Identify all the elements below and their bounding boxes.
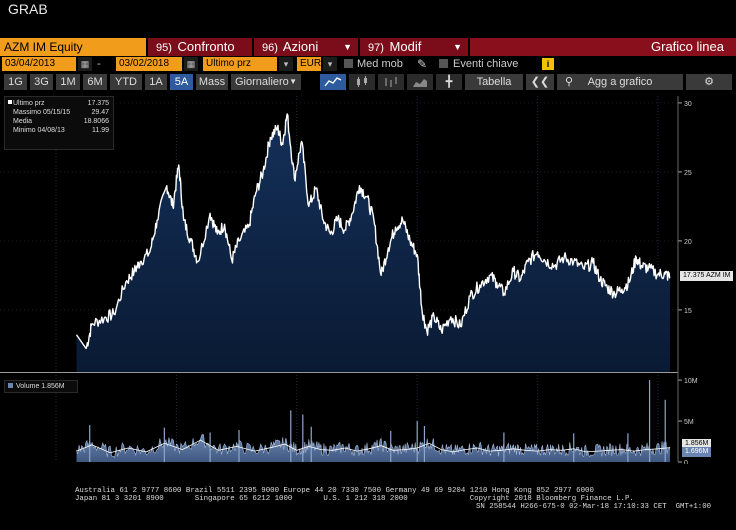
period-button[interactable]: 1M [56,74,80,90]
actions-number: 96) [262,42,278,54]
modify-number: 97) [368,42,384,54]
legend-value: 17.375 [87,100,109,107]
price-tick-label: 25 [684,170,692,177]
footer-line: Australia 61 2 9777 8600 Brazil 5511 239… [75,487,594,495]
chart-type-label: Grafico linea [470,38,736,56]
volume-tick-label: 0 [684,460,688,464]
price-tick-label: 15 [684,308,692,315]
calendar-icon[interactable]: ▦ [184,57,198,71]
price-tick-label: 30 [684,101,692,108]
footer-line: SN 258544 H266-675-0 02-Mar-18 17:10:33 … [476,503,712,511]
axes: 3025201510M5M0201320142015201620172018 [677,96,698,464]
modify-label: Modif [389,39,422,54]
gear-icon[interactable]: ⚙ [686,74,732,90]
volume-tick-label: 10M [684,378,698,385]
date-separator: - [97,58,101,70]
price-field-select[interactable]: Ultimo prz [203,57,277,71]
period-button[interactable]: 1G [4,74,27,90]
chevron-down-icon: ▼ [343,42,352,52]
volume-series [76,380,671,462]
add-to-chart-button[interactable]: ⚲ Agg a grafico [557,74,683,90]
pencil-icon[interactable]: ✎ [417,57,428,71]
legend-value: 18.8066 [83,118,109,125]
area-chart-icon[interactable] [407,74,433,90]
period-button[interactable]: 3G [30,74,53,90]
volume-tick-label: 5M [684,419,694,426]
volume-legend-label: Volume 1.856M [16,383,65,390]
period-button[interactable]: 1A [145,74,167,90]
candlestick-icon[interactable] [349,74,375,90]
price-tick-label: 20 [684,239,692,246]
legend-key: Massimo 05/15/15 [13,109,71,116]
ticker-field[interactable]: AZM IM Equity [0,38,146,56]
dropdown-arrow-icon[interactable]: ▾ [323,57,337,71]
start-date-field[interactable]: 03/04/2013 [2,57,76,71]
search-icon: ⚲ [565,76,574,88]
line-chart-icon[interactable] [320,74,346,90]
actions-label: Azioni [282,39,319,54]
actions-menu[interactable]: 96) Azioni ▼ [254,38,358,56]
bar-chart-icon[interactable] [378,74,404,90]
volume-legend: Volume 1.856M [4,380,78,393]
period-button[interactable]: YTD [110,74,142,90]
crosshair-icon[interactable]: ╋ [436,74,462,90]
end-date-field[interactable]: 03/02/2018 [116,57,182,71]
period-button-active[interactable]: 5A [170,74,193,90]
price-series [75,113,671,373]
calendar-icon[interactable]: ▦ [78,57,92,71]
price-line [75,113,671,350]
volume-average-line [76,439,671,454]
volume-tag: 1.856M [682,439,712,449]
dropdown-arrow-icon[interactable]: ▾ [279,57,293,71]
price-area [76,113,670,373]
frequency-label: Giornaliero [235,76,289,88]
compare-menu[interactable]: 95) Confronto [148,38,252,56]
currency-select[interactable]: EUR [297,57,321,71]
info-icon[interactable]: i [542,58,554,70]
chevron-down-icon: ▼ [289,77,297,86]
chevron-down-icon: ▼ [453,42,462,52]
add-to-chart-label: Agg a grafico [587,76,653,88]
price-legend: Ultimo prz 17.375 Massimo 05/15/15 29.47… [4,96,114,150]
compare-label: Confronto [177,39,235,54]
period-button[interactable]: Mass [196,74,228,90]
window-title: GRAB [8,1,48,17]
modify-menu[interactable]: 97) Modif ▼ [360,38,468,56]
legend-value: 29.47 [91,109,109,116]
legend-key: Media [13,118,33,125]
legend-value: 11.99 [92,127,109,134]
collapse-icon[interactable]: ❮❮ [526,74,554,90]
frequency-select[interactable]: Giornaliero ▼ [231,74,301,90]
last-price-tag: 17.375 AZM IM [680,271,734,281]
legend-swatch [8,383,13,388]
key-events-label: Eventi chiave [453,58,519,70]
key-events-checkbox[interactable] [439,59,448,68]
volume-area [76,434,670,462]
price-volume-chart[interactable]: 3025201510M5M0201320142015201620172018 [0,92,736,464]
moving-average-checkbox[interactable] [344,59,353,68]
legend-swatch [8,100,12,104]
footer-line: Japan 81 3 3201 8900 Singapore 65 6212 1… [75,495,634,503]
table-button[interactable]: Tabella [465,74,523,90]
legend-key: Minimo 04/08/13 [13,127,65,134]
period-button[interactable]: 6M [83,74,107,90]
legend-key: Ultimo prz [13,100,45,107]
moving-average-label: Med mob [357,58,403,70]
compare-number: 95) [156,42,172,54]
volume-avg-tag: 1.696M [682,447,712,457]
